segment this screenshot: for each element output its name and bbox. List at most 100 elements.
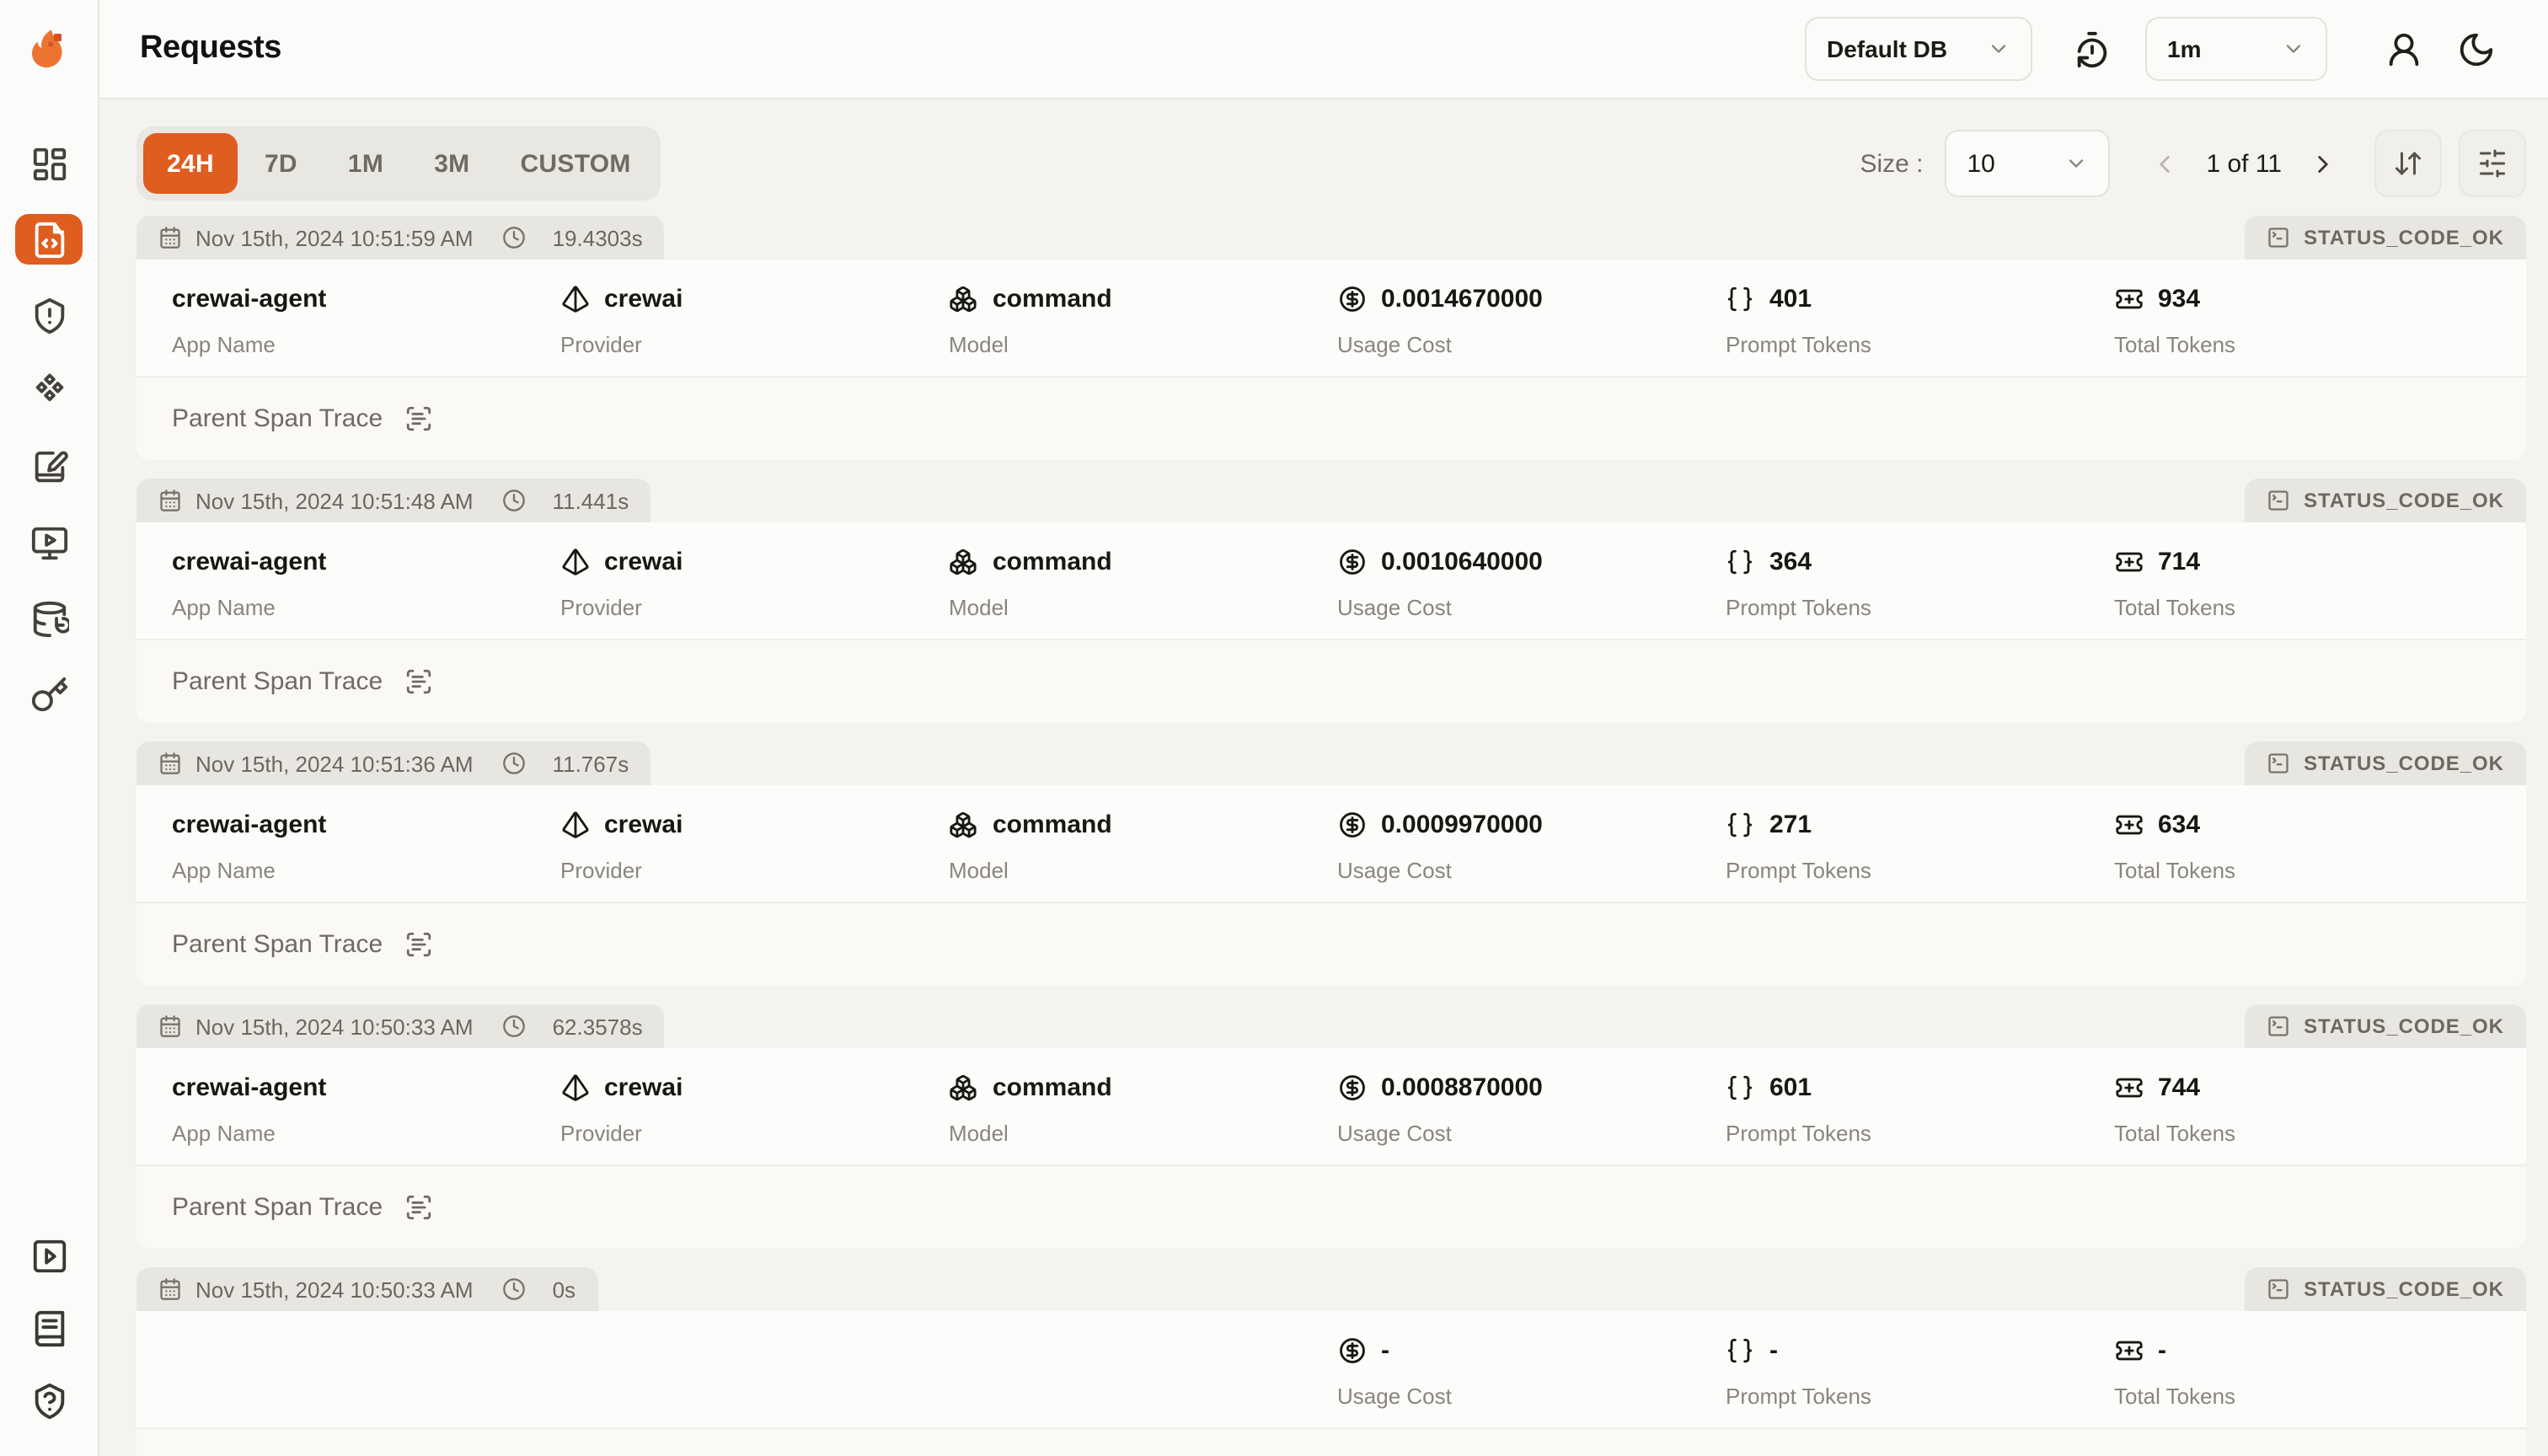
field-model: command Model	[949, 280, 1337, 359]
field-label-usage-cost: Usage Cost	[1337, 858, 1452, 883]
chevron-down-icon	[1991, 45, 2006, 53]
profile-button[interactable]	[2385, 29, 2423, 68]
field-prompt-tokens: 601 Prompt Tokens	[1726, 1068, 2114, 1148]
field-label-model: Model	[949, 1121, 1009, 1146]
calendar-icon	[158, 752, 182, 775]
time-range-group: 24H 7D 1M 3M CUSTOM	[136, 126, 661, 201]
field-label-model: Model	[949, 595, 1009, 620]
sidebar-item-requests[interactable]	[15, 214, 83, 265]
moon-icon	[2460, 32, 2493, 66]
filter-button[interactable]	[2459, 130, 2526, 197]
total-tokens-value: 634	[2158, 810, 2201, 838]
sidebar-item-playground[interactable]	[15, 517, 83, 568]
sort-button[interactable]	[2374, 130, 2442, 197]
next-page-button[interactable]	[2309, 149, 2337, 178]
request-timestamp: Nov 15th, 2024 10:51:36 AM	[195, 751, 474, 776]
request-duration: 19.4303s	[552, 225, 643, 250]
scan-text-icon	[406, 406, 431, 431]
time-range-1m[interactable]: 1M	[324, 133, 407, 194]
field-total-tokens: 714 Total Tokens	[2114, 543, 2502, 622]
request-card-body[interactable]: crewai-agent App Name crewai Provider co…	[136, 1048, 2526, 1249]
calendar-icon	[158, 226, 182, 249]
field-label-total-tokens: Total Tokens	[2114, 858, 2236, 883]
request-card-body[interactable]: crewai-agent App Name crewai Provider co…	[136, 785, 2526, 986]
time-range-3m[interactable]: 3M	[410, 133, 493, 194]
request-card: Nov 15th, 2024 10:50:33 AM 62.3578s STAT…	[136, 1004, 2526, 1249]
ticket-plus-icon	[2115, 814, 2142, 834]
request-duration: 0s	[552, 1277, 576, 1302]
calendar-icon	[158, 489, 182, 512]
field-model: command Model	[949, 1068, 1337, 1148]
arrow-down-up-icon	[2395, 152, 2421, 175]
request-card: Nov 15th, 2024 10:51:59 AM 19.4303s STAT…	[136, 216, 2526, 460]
page-size-select[interactable]: 10	[1945, 130, 2111, 197]
total-tokens-value: 714	[2158, 547, 2201, 575]
terminal-icon	[2267, 226, 2290, 249]
sidebar-item-documentation[interactable]	[15, 1306, 83, 1350]
sidebar-footer-nav	[15, 1234, 83, 1422]
request-timestamp: Nov 15th, 2024 10:50:33 AM	[195, 1277, 474, 1302]
refresh-timer-button[interactable]	[2073, 29, 2112, 68]
refresh-interval-select[interactable]: 1m	[2145, 17, 2327, 81]
request-timestamp: Nov 15th, 2024 10:50:33 AM	[195, 1014, 474, 1039]
shield-question-icon	[34, 1382, 64, 1419]
openlit-logo[interactable]	[24, 25, 74, 76]
time-range-custom[interactable]: CUSTOM	[496, 133, 654, 194]
sidebar-item-vault[interactable]	[15, 442, 83, 492]
field-usage-cost: - Usage Cost	[1337, 1331, 1726, 1410]
refresh-interval-value: 1m	[2167, 35, 2202, 62]
database-select-value: Default DB	[1827, 35, 1948, 62]
total-tokens-value: 744	[2158, 1073, 2201, 1101]
field-prompt-tokens: 364 Prompt Tokens	[1726, 543, 2114, 622]
sidebar-item-getting-started[interactable]	[15, 1234, 83, 1277]
dark-mode-toggle[interactable]	[2457, 29, 2496, 68]
time-range-24h[interactable]: 24H	[143, 133, 238, 194]
time-range-7d[interactable]: 7D	[241, 133, 321, 194]
top-bar-controls: Default DB 1m	[1805, 17, 2496, 81]
database-select[interactable]: Default DB	[1805, 17, 2032, 81]
sidebar-item-exceptions[interactable]	[15, 290, 83, 340]
usage-cost-value: 0.0008870000	[1381, 1073, 1543, 1101]
field-label-model: Model	[949, 858, 1009, 883]
view-trace-button[interactable]	[404, 1193, 433, 1222]
clock-icon	[502, 226, 526, 249]
field-label-prompt-tokens: Prompt Tokens	[1726, 1384, 1871, 1409]
request-card-body[interactable]: crewai-agent App Name crewai Provider co…	[136, 260, 2526, 460]
request-card-body[interactable]: crewai-agent App Name crewai Provider co…	[136, 522, 2526, 723]
sidebar-item-api-keys[interactable]	[15, 669, 83, 720]
page-size-label: Size :	[1860, 149, 1924, 178]
field-provider: crewai Provider	[560, 543, 949, 622]
request-card-body[interactable]: App Name Provider Model	[136, 1311, 2526, 1456]
braces-icon	[1727, 1337, 1753, 1362]
sidebar-item-prompts[interactable]	[15, 366, 83, 416]
status-text: STATUS_CODE_OK	[2304, 1014, 2504, 1038]
request-card: Nov 15th, 2024 10:51:48 AM 11.441s STATU…	[136, 479, 2526, 723]
pyramid-icon	[561, 811, 588, 838]
request-timestamp-tab: Nov 15th, 2024 10:50:33 AM 0s	[136, 1267, 598, 1311]
model-value: command	[993, 547, 1112, 575]
dollar-badge-icon	[1339, 286, 1364, 311]
sidebar-item-databases[interactable]	[15, 593, 83, 644]
shield-alert-icon	[34, 297, 64, 334]
page-title: Requests	[140, 30, 282, 66]
clock-icon	[502, 1014, 526, 1038]
request-timestamp: Nov 15th, 2024 10:51:48 AM	[195, 488, 474, 513]
calendar-icon	[158, 1277, 182, 1301]
previous-page-button[interactable]	[2150, 149, 2179, 178]
sidebar-item-dashboard[interactable]	[15, 138, 83, 189]
field-usage-cost: 0.0010640000 Usage Cost	[1337, 543, 1726, 622]
top-bar: Requests Default DB 1m	[99, 0, 2548, 99]
request-card-tabs: Nov 15th, 2024 10:51:48 AM 11.441s STATU…	[136, 479, 2526, 522]
sidebar-item-support[interactable]	[15, 1378, 83, 1422]
parent-span-trace-row: Parent Span Trace	[136, 902, 2526, 986]
field-label-app-name: App Name	[172, 595, 276, 620]
pyramid-icon	[561, 548, 588, 575]
app-name-value: crewai-agent	[172, 1073, 327, 1101]
view-trace-button[interactable]	[404, 404, 433, 433]
prompt-tokens-value: 401	[1769, 284, 1812, 313]
view-trace-button[interactable]	[404, 930, 433, 959]
field-label-usage-cost: Usage Cost	[1337, 332, 1452, 357]
list-controls: Size : 10 1 of 11	[1860, 130, 2526, 197]
view-trace-button[interactable]	[404, 667, 433, 696]
